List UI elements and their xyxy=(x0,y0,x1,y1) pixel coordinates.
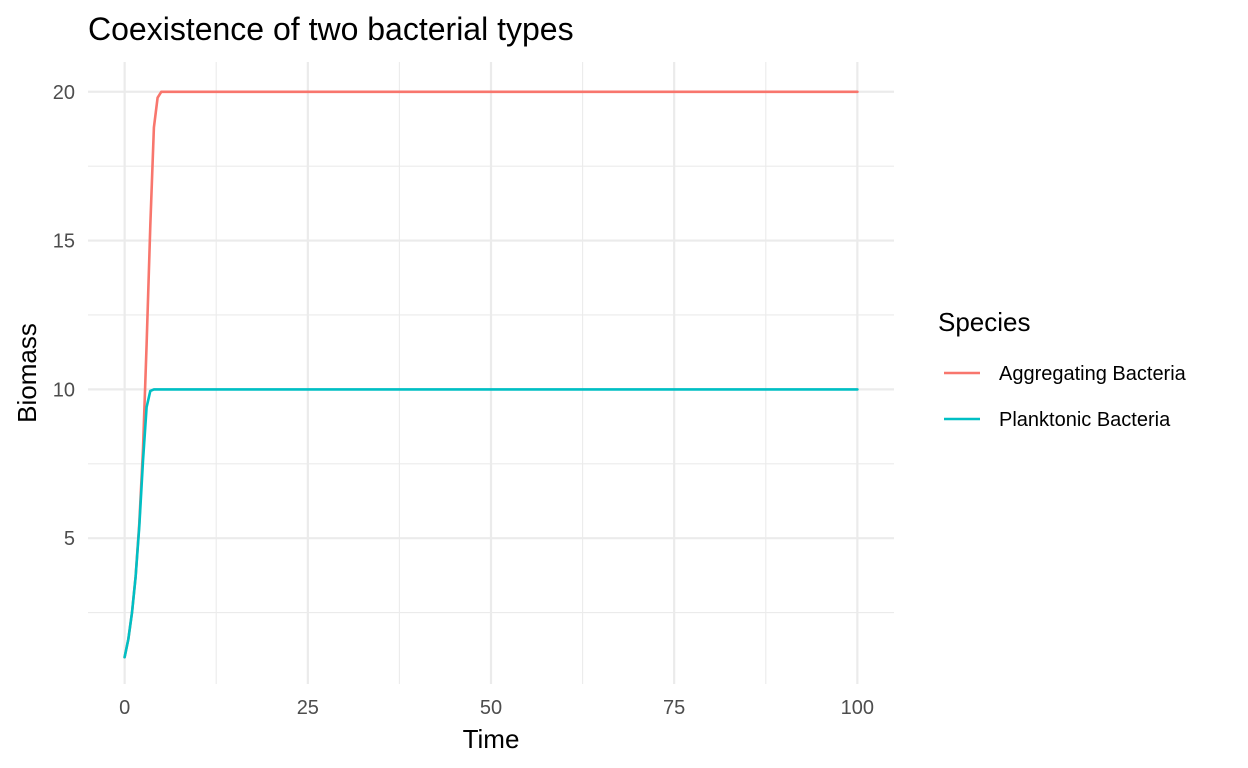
legend-items: Aggregating Bacteria Planktonic Bacteria xyxy=(944,363,1187,431)
y-tick-label: 5 xyxy=(64,528,75,550)
series-layer xyxy=(123,90,859,659)
chart-title: Coexistence of two bacterial types xyxy=(88,11,574,47)
x-axis-ticks: 0 25 50 75 100 xyxy=(119,697,874,719)
legend-label: Planktonic Bacteria xyxy=(999,409,1171,431)
x-tick-label: 75 xyxy=(663,697,685,719)
legend-item-planktonic-bacteria: Planktonic Bacteria xyxy=(944,409,1171,431)
legend-label: Aggregating Bacteria xyxy=(999,363,1187,385)
x-tick-label: 50 xyxy=(480,697,502,719)
y-axis-title: Biomass xyxy=(12,323,42,423)
legend-item-aggregating-bacteria: Aggregating Bacteria xyxy=(944,363,1187,385)
legend-title: Species xyxy=(938,307,1031,337)
x-tick-label: 0 xyxy=(119,697,130,719)
plot-panel xyxy=(88,62,894,684)
y-tick-label: 15 xyxy=(53,231,75,253)
y-axis-ticks: 5 10 15 20 xyxy=(53,82,75,550)
x-tick-label: 100 xyxy=(841,697,874,719)
legend: Species Aggregating Bacteria Planktonic B… xyxy=(938,307,1187,431)
y-tick-label: 20 xyxy=(53,82,75,104)
y-tick-label: 10 xyxy=(53,379,75,401)
series-line-planktonic-bacteria xyxy=(123,388,859,659)
x-tick-label: 25 xyxy=(297,697,319,719)
x-axis-title: Time xyxy=(463,724,520,754)
major-gridlines xyxy=(88,62,894,684)
